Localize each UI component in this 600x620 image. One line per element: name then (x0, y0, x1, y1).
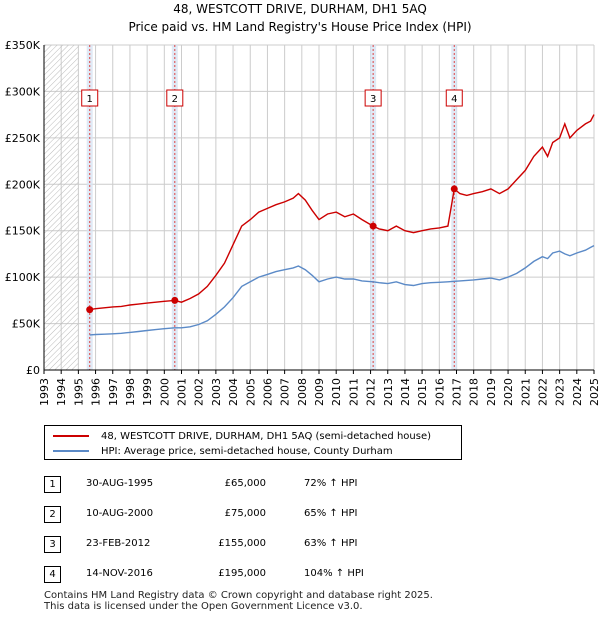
sale-hpi-change: 104% ↑ HPI (304, 568, 364, 579)
series-line-hpi (89, 244, 595, 336)
x-tick-label: 1993 (38, 378, 51, 406)
sale-row: 1 30-AUG-1995 £65,000 72% ↑ HPI (44, 474, 464, 494)
sale-price: £155,000 (218, 538, 266, 549)
y-tick-label: £0 (26, 364, 40, 377)
x-tick-label: 2010 (330, 378, 343, 406)
sale-date: 14-NOV-2016 (86, 568, 153, 579)
x-tick-label: 1994 (55, 378, 68, 406)
sale-date: 10-AUG-2000 (86, 508, 154, 519)
chart-title: 48, WESTCOTT DRIVE, DURHAM, DH1 5AQ (173, 2, 427, 16)
sale-point (171, 296, 179, 304)
legend: 48, WESTCOTT DRIVE, DURHAM, DH1 5AQ (sem… (44, 425, 462, 460)
x-tick-label: 2002 (193, 378, 206, 406)
sale-price: £75,000 (224, 508, 266, 519)
x-tick-label: 1997 (107, 378, 120, 406)
sale-marker-label: 2 (172, 94, 178, 105)
x-tick-label: 2007 (279, 378, 292, 406)
footer: Contains HM Land Registry data © Crown c… (44, 590, 433, 612)
x-tick-label: 2025 (588, 378, 600, 406)
x-tick-label: 2022 (536, 378, 549, 406)
sale-point (369, 222, 377, 230)
x-tick-label: 2005 (244, 378, 257, 406)
sale-row: 2 10-AUG-2000 £75,000 65% ↑ HPI (44, 504, 464, 524)
x-tick-label: 2013 (382, 378, 395, 406)
sale-price: £195,000 (218, 568, 266, 579)
sale-shade-band (86, 45, 93, 370)
x-tick-label: 2011 (347, 378, 360, 406)
x-tick-label: 2020 (502, 378, 515, 406)
sale-hpi-change: 72% ↑ HPI (304, 478, 358, 489)
x-tick-label: 1999 (141, 378, 154, 406)
x-tick-label: 2000 (158, 378, 171, 406)
y-tick-label: £150K (5, 225, 41, 238)
y-tick-label: £50K (12, 318, 41, 331)
legend-line-hpi (53, 450, 89, 452)
x-tick-label: 2004 (227, 378, 240, 406)
legend-line-property (53, 435, 89, 437)
sale-shade-band (370, 45, 377, 370)
x-tick-label: 2017 (451, 378, 464, 406)
x-tick-label: 1995 (72, 378, 85, 406)
legend-item-hpi: HPI: Average price, semi-detached house,… (53, 444, 393, 458)
x-tick-label: 2023 (554, 378, 567, 406)
x-tick-label: 1996 (90, 378, 103, 406)
x-tick-label: 2014 (399, 378, 412, 406)
sale-row: 4 14-NOV-2016 £195,000 104% ↑ HPI (44, 564, 464, 584)
sale-marker-box (364, 89, 382, 107)
x-tick-label: 2012 (365, 378, 378, 406)
legend-label-property: 48, WESTCOTT DRIVE, DURHAM, DH1 5AQ (sem… (101, 430, 432, 442)
sale-row: 3 23-FEB-2012 £155,000 63% ↑ HPI (44, 534, 464, 554)
sale-hpi-change: 65% ↑ HPI (304, 508, 358, 519)
x-tick-label: 2021 (519, 378, 532, 406)
sale-price: £65,000 (224, 478, 266, 489)
x-tick-label: 2006 (261, 378, 274, 406)
hatched-region (44, 45, 79, 370)
sale-number-badge: 2 (44, 506, 61, 523)
legend-label-hpi: HPI: Average price, semi-detached house,… (101, 445, 393, 457)
sale-marker-label: 1 (87, 94, 93, 105)
y-tick-label: £200K (5, 178, 41, 191)
sale-date: 30-AUG-1995 (86, 478, 154, 489)
x-tick-label: 2008 (296, 378, 309, 406)
sale-marker-box (81, 89, 99, 107)
sale-marker-box (166, 89, 184, 107)
price-chart: 1 2 3 4 £0 £50K £100K £150K £200K £250K £300K £350K… (5, 39, 600, 406)
y-tick-label: £250K (5, 132, 41, 145)
legend-item-property: 48, WESTCOTT DRIVE, DURHAM, DH1 5AQ (sem… (53, 429, 431, 443)
x-tick-label: 2015 (416, 378, 429, 406)
series-line-property (89, 114, 595, 311)
x-tick-label: 2019 (485, 378, 498, 406)
sale-marker-label: 3 (370, 94, 376, 105)
sale-marker-box (445, 89, 463, 107)
y-tick-label: £350K (5, 39, 41, 52)
x-tick-label: 2003 (210, 378, 223, 406)
sale-marker-label: 4 (451, 94, 457, 105)
x-tick-label: 2018 (468, 378, 481, 406)
sale-shade-band (171, 45, 178, 370)
sale-point (86, 306, 94, 314)
sale-point (450, 185, 458, 193)
sale-hpi-change: 63% ↑ HPI (304, 538, 358, 549)
sale-number-badge: 3 (44, 536, 61, 553)
x-tick-label: 1998 (124, 378, 137, 406)
chart-subtitle: Price paid vs. HM Land Registry's House … (128, 20, 472, 34)
footer-licence: This data is licensed under the Open Gov… (44, 601, 363, 612)
sale-shade-band (451, 45, 458, 370)
y-tick-label: £300K (5, 85, 41, 98)
x-tick-label: 2024 (571, 378, 584, 406)
footer-copyright: Contains HM Land Registry data © Crown c… (44, 590, 433, 601)
x-tick-label: 2009 (313, 378, 326, 406)
sale-number-badge: 4 (44, 566, 61, 583)
x-tick-label: 2001 (176, 378, 189, 406)
x-tick-label: 2016 (433, 378, 446, 406)
sale-number-badge: 1 (44, 476, 61, 493)
y-tick-label: £100K (5, 271, 41, 284)
sale-date: 23-FEB-2012 (86, 538, 151, 549)
